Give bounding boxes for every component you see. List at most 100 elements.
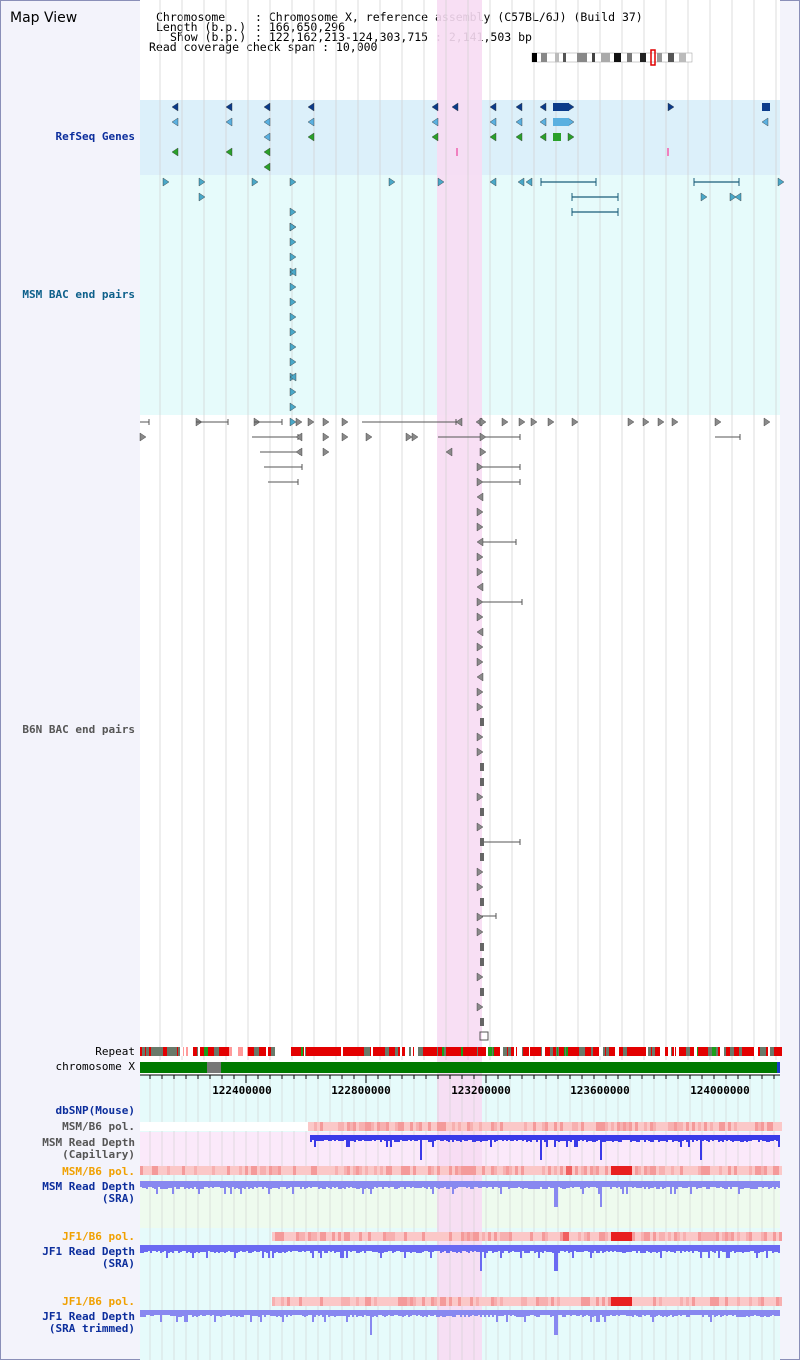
depth-bar: [726, 1245, 728, 1258]
depth-bar: [520, 1245, 522, 1258]
repeat-segment: [770, 1047, 773, 1056]
depth-bar: [472, 1245, 474, 1252]
depth-bar: [656, 1310, 658, 1316]
depth-bar: [460, 1135, 462, 1142]
track-label-msm-bac[interactable]: MSM BAC end pairs: [22, 288, 135, 301]
pol-segment: [272, 1166, 275, 1175]
depth-bar: [190, 1245, 192, 1253]
depth-bar: [188, 1245, 190, 1252]
pol-segment: [614, 1166, 617, 1175]
depth-bar: [774, 1135, 776, 1140]
track-label-jf1-depth-trimmed[interactable]: JF1 Read Depth: [42, 1310, 135, 1323]
pol-segment: [281, 1232, 284, 1241]
pol-segment: [671, 1297, 674, 1306]
pol-segment: [770, 1232, 773, 1241]
pol-segment: [752, 1297, 755, 1306]
track-label-jf1-depth-sra[interactable]: JF1 Read Depth: [42, 1245, 135, 1258]
pol-segment: [290, 1297, 293, 1306]
pol-segment: [719, 1166, 722, 1175]
depth-bar: [410, 1181, 412, 1188]
track-label-dbsnp[interactable]: dbSNP(Mouse): [55, 1104, 135, 1117]
depth-bar: [540, 1245, 542, 1252]
pol-segment: [458, 1122, 461, 1131]
depth-bar: [382, 1310, 384, 1316]
track-label-msm-depth-capillary[interactable]: MSM Read Depth: [42, 1136, 135, 1149]
track-label-jf1-b6-pol-trimmed[interactable]: JF1/B6 pol.: [62, 1295, 135, 1308]
pol-segment: [422, 1232, 425, 1241]
depth-bar: [456, 1245, 458, 1253]
pol-segment: [356, 1297, 359, 1306]
depth-bar: [542, 1310, 544, 1315]
pol-segment: [542, 1166, 545, 1175]
pol-segment: [206, 1166, 209, 1175]
repeat-segment: [201, 1047, 204, 1056]
pol-segment: [275, 1232, 278, 1241]
track-label-jf1-b6-pol[interactable]: JF1/B6 pol.: [62, 1230, 135, 1243]
depth-bar: [458, 1310, 460, 1315]
depth-bar: [652, 1135, 654, 1142]
repeat-segment: [248, 1047, 250, 1056]
depth-bar: [658, 1245, 660, 1252]
pol-segment: [587, 1232, 590, 1241]
b6n-bac-end: [476, 702, 484, 712]
repeat-segment: [456, 1047, 457, 1056]
depth-bar: [734, 1245, 736, 1253]
depth-bar: [360, 1245, 362, 1252]
repeat-segment: [545, 1047, 548, 1056]
depth-bar: [670, 1245, 672, 1252]
read-depth-bars: [140, 1135, 780, 1335]
depth-bar: [318, 1245, 320, 1253]
pol-segment: [668, 1122, 671, 1131]
track-label-msm-b6-pol-sra[interactable]: MSM/B6 pol.: [62, 1165, 135, 1178]
repeat-segment: [557, 1047, 558, 1056]
depth-bar: [186, 1245, 188, 1253]
depth-bar: [328, 1135, 330, 1141]
repeat-segment: [198, 1047, 200, 1056]
depth-bar: [250, 1310, 252, 1322]
pol-segment: [578, 1232, 581, 1241]
msm-bac-end: [700, 192, 708, 202]
depth-bar: [760, 1310, 762, 1317]
track-label-msm-depth-sra[interactable]: MSM Read Depth: [42, 1180, 135, 1193]
depth-bar: [368, 1245, 370, 1251]
depth-bar: [344, 1135, 346, 1140]
pol-segment: [320, 1166, 323, 1175]
depth-bar: [506, 1135, 508, 1141]
pol-segment: [503, 1297, 506, 1306]
pol-segment: [428, 1166, 431, 1175]
depth-bar: [456, 1181, 458, 1188]
depth-bar: [348, 1245, 350, 1251]
depth-bar: [256, 1310, 258, 1316]
track-label-msm-b6-pol[interactable]: MSM/B6 pol.: [62, 1120, 135, 1133]
pol-segment: [542, 1122, 545, 1131]
depth-bar: [730, 1181, 732, 1189]
repeat-segment: [516, 1047, 517, 1056]
repeat-segment: [243, 1047, 244, 1056]
depth-bar: [622, 1245, 624, 1253]
pol-segment: [674, 1297, 677, 1306]
depth-bar: [776, 1310, 778, 1316]
pol-segment: [302, 1166, 305, 1175]
pol-segment: [635, 1232, 638, 1241]
depth-bar: [318, 1181, 320, 1189]
pol-segment: [350, 1232, 353, 1241]
track-label-refseq[interactable]: RefSeq Genes: [55, 130, 135, 143]
depth-bar: [548, 1310, 550, 1315]
depth-bar: [636, 1181, 638, 1188]
depth-bar: [544, 1310, 546, 1315]
pol-segment: [620, 1297, 623, 1306]
pol-segment: [599, 1232, 602, 1241]
pol-segment: [272, 1297, 275, 1306]
msm-bac-end: [489, 177, 497, 187]
track-label-b6n-bac[interactable]: B6N BAC end pairs: [22, 723, 135, 736]
repeat-segment: [140, 1047, 142, 1056]
pol-segment: [560, 1297, 563, 1306]
depth-bar: [616, 1135, 618, 1141]
repeat-segment: [312, 1047, 315, 1056]
repeat-segment: [250, 1047, 253, 1056]
depth-bar: [644, 1135, 646, 1142]
depth-bar: [448, 1245, 450, 1253]
depth-bar: [624, 1310, 626, 1315]
repeat-segment: [573, 1047, 577, 1056]
depth-bar: [332, 1310, 334, 1316]
